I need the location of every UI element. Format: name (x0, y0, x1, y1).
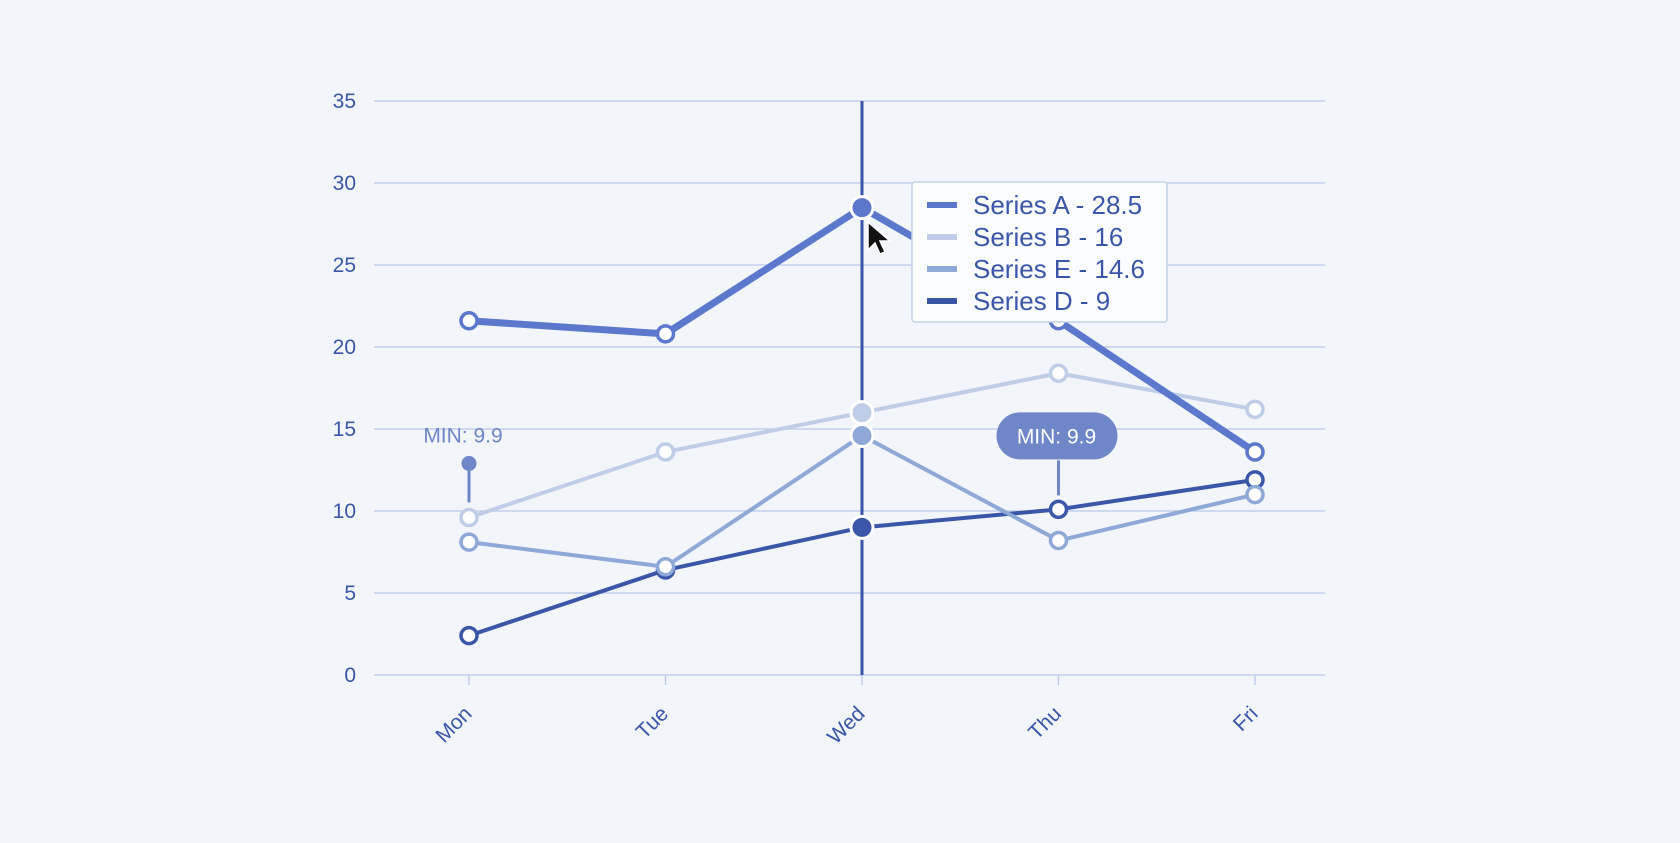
legend-entry: Series D - 9 (973, 286, 1110, 316)
data-point (1245, 484, 1265, 505)
data-point (1048, 530, 1069, 551)
y-tick-label: 25 (333, 254, 356, 277)
hover-legend-box (911, 181, 1168, 323)
data-point (459, 532, 479, 552)
hover-point (849, 400, 875, 426)
cursor-layer (867, 220, 893, 255)
x-tick-label: Tue (632, 702, 673, 743)
legend-entry: Series A - 28.5 (973, 190, 1142, 220)
y-tick-label: 15 (333, 418, 356, 441)
grid-layer (374, 100, 1325, 676)
data-point (655, 442, 676, 462)
x-tick-label: Fri (1229, 702, 1263, 736)
data-point (655, 324, 676, 344)
y-tick-label: 0 (344, 664, 356, 687)
series-layer (459, 195, 1265, 646)
annotation-layer: MIN: 9.9 MIN: 9.9 (423, 412, 1118, 503)
y-tick-label: 20 (333, 336, 356, 359)
hover-point (849, 195, 875, 221)
data-point (1048, 363, 1069, 383)
min-annotation-label: MIN: 9.9 (1017, 425, 1096, 448)
y-tick-label: 5 (344, 582, 356, 605)
min-annotation-pill (996, 412, 1118, 460)
mouse-pointer-icon (867, 220, 893, 255)
legend-entry: Series E - 14.6 (973, 254, 1145, 284)
min-annotation-dot (461, 455, 477, 471)
hover-point (849, 514, 875, 540)
data-point (459, 311, 479, 331)
y-tick-label: 30 (333, 172, 356, 195)
data-point (1245, 399, 1265, 420)
data-point (1245, 442, 1265, 462)
hover-point (849, 423, 875, 449)
data-point (1048, 499, 1069, 520)
x-tick-label: Thu (1024, 702, 1066, 744)
x-tick-label: Wed (823, 702, 870, 749)
data-point (459, 625, 479, 646)
data-point (459, 507, 479, 528)
y-tick-label: 10 (333, 500, 356, 523)
min-annotation-label: MIN: 9.9 (423, 424, 502, 447)
x-tick-label: Mon (431, 702, 476, 747)
legend-entry: Series B - 16 (973, 222, 1123, 252)
y-tick-label: 35 (333, 90, 356, 113)
data-point (655, 557, 676, 577)
